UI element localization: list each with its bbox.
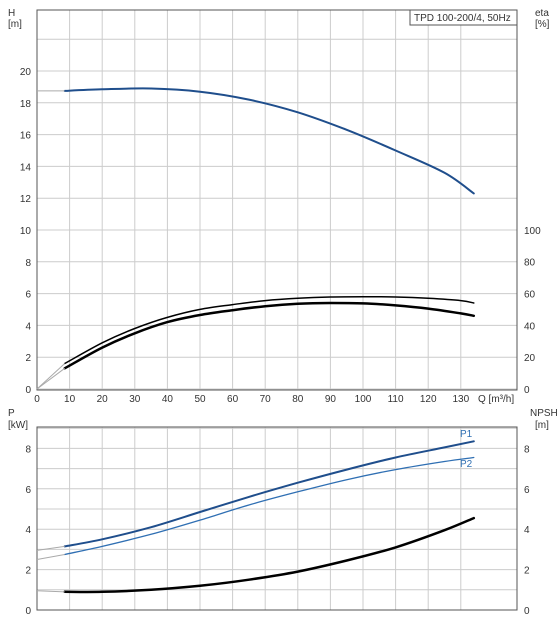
top-y-left-title: H bbox=[8, 8, 15, 19]
tick-labels: 0 10 20 30 40 50 60 70 80 90 100 110 120 130024681012… bbox=[20, 67, 541, 617]
power-p1-tail bbox=[36, 545, 65, 551]
top-y-right-title: eta bbox=[535, 8, 549, 19]
x-tick-label: 110 bbox=[388, 394, 404, 405]
series-label-p1: P1 bbox=[460, 429, 473, 440]
top-y-left-tick: 0 bbox=[25, 385, 31, 396]
npsh-curve bbox=[63, 516, 476, 594]
top-y-left-tick: 6 bbox=[25, 290, 31, 301]
top-y-left-tick: 14 bbox=[20, 162, 32, 173]
bottom-y-right-tick: 4 bbox=[524, 525, 530, 536]
power-p2-curve bbox=[64, 456, 475, 556]
top-plot-frame bbox=[36, 9, 518, 391]
bottom-y-left-title: P bbox=[8, 408, 15, 419]
top-y-left-tick: 20 bbox=[20, 67, 32, 78]
bottom-y-right-tick: 2 bbox=[524, 566, 530, 577]
legend-box bbox=[409, 9, 518, 26]
bottom-y-right-tick: 6 bbox=[524, 485, 530, 496]
top-y-right-tick: 20 bbox=[524, 353, 536, 364]
x-tick-label: 0 bbox=[34, 394, 40, 405]
bottom-y-left-tick: 4 bbox=[25, 525, 31, 536]
bottom-grid bbox=[36, 427, 517, 611]
x-tick-label: 60 bbox=[227, 394, 239, 405]
top-y-left-tick: 4 bbox=[25, 321, 31, 332]
power-p2-tail bbox=[36, 553, 65, 560]
top-y-right-unit: [%] bbox=[535, 19, 550, 30]
x-tick-label: 120 bbox=[420, 394, 437, 405]
x-tick-label: 130 bbox=[452, 394, 469, 405]
x-tick-label: 30 bbox=[129, 394, 141, 405]
efficiency-curve-2 bbox=[63, 301, 476, 370]
top-y-right-tick: 100 bbox=[524, 226, 541, 237]
top-y-left-tick: 8 bbox=[25, 258, 31, 269]
bottom-y-left-tick: 0 bbox=[25, 606, 31, 617]
bottom-y-left-tick: 6 bbox=[25, 485, 31, 496]
top-x-title: Q [m³/h] bbox=[478, 394, 514, 405]
legend-text: TPD 100-200/4, 50Hz bbox=[414, 13, 511, 24]
top-y-left-tick: 10 bbox=[20, 226, 32, 237]
curves bbox=[36, 87, 476, 594]
efficiency-curve-2-tail bbox=[36, 367, 66, 390]
top-y-left-unit: [m] bbox=[8, 19, 22, 30]
bottom-y-right-unit: [m] bbox=[535, 420, 549, 431]
top-y-left-tick: 16 bbox=[20, 131, 32, 142]
x-tick-label: 10 bbox=[64, 394, 76, 405]
x-tick-label: 40 bbox=[162, 394, 174, 405]
top-y-right-tick: 40 bbox=[524, 321, 536, 332]
bottom-y-right-title: NPSH bbox=[530, 408, 558, 419]
top-grid bbox=[36, 10, 517, 390]
top-y-right-tick: 0 bbox=[524, 385, 530, 396]
bottom-plot-frame bbox=[36, 426, 518, 611]
head-curve bbox=[63, 87, 475, 195]
top-y-left-tick: 12 bbox=[20, 194, 32, 205]
power-p1-curve bbox=[63, 440, 475, 548]
npsh-curve-tail bbox=[36, 590, 65, 593]
x-tick-label: 70 bbox=[260, 394, 272, 405]
top-y-left-tick: 18 bbox=[20, 99, 32, 110]
efficiency-curve-1-tail bbox=[36, 363, 66, 390]
series-label-p2: P2 bbox=[460, 459, 473, 470]
top-y-right-tick: 80 bbox=[524, 258, 536, 269]
bottom-y-left-unit: [kW] bbox=[8, 420, 28, 431]
bottom-y-left-tick: 8 bbox=[25, 444, 31, 455]
x-tick-label: 100 bbox=[355, 394, 372, 405]
x-tick-label: 80 bbox=[292, 394, 304, 405]
bottom-y-left-tick: 2 bbox=[25, 566, 31, 577]
bottom-y-right-tick: 0 bbox=[524, 606, 530, 617]
top-y-left-tick: 2 bbox=[25, 353, 31, 364]
top-y-right-tick: 60 bbox=[524, 289, 536, 300]
efficiency-curve-1 bbox=[63, 295, 475, 365]
x-tick-label: 90 bbox=[325, 394, 337, 405]
x-tick-label: 20 bbox=[97, 394, 109, 405]
x-tick-label: 50 bbox=[194, 394, 206, 405]
bottom-y-right-tick: 8 bbox=[524, 444, 530, 455]
